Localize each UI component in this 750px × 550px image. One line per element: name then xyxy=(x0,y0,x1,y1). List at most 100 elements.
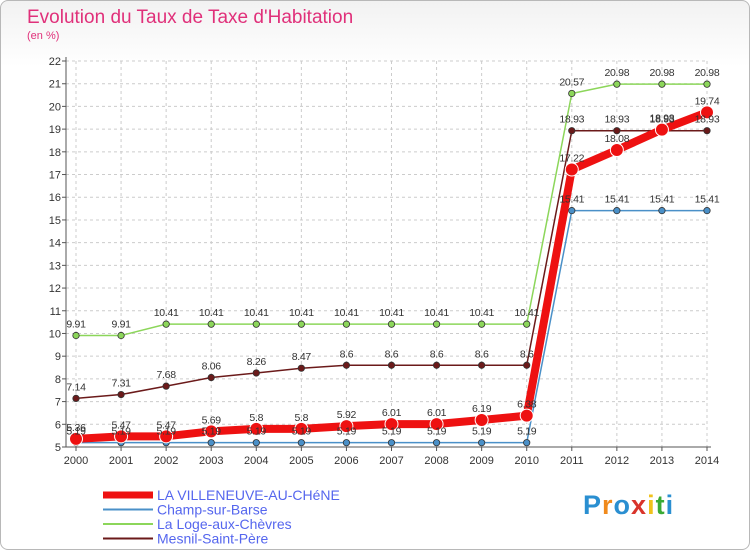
data-label: 8.06 xyxy=(202,361,222,373)
y-tick-label: 10 xyxy=(49,328,61,340)
data-label: 5.19 xyxy=(66,426,86,438)
y-tick-label: 14 xyxy=(49,238,61,250)
series-1 xyxy=(72,127,711,403)
data-label: 20.57 xyxy=(559,76,584,88)
y-tick-label: 21 xyxy=(49,79,61,91)
y-tick-label: 16 xyxy=(49,192,61,204)
data-label: 8.6 xyxy=(340,348,354,360)
y-tick-label: 8 xyxy=(55,374,61,386)
logo-letter: i xyxy=(647,490,656,520)
data-point xyxy=(207,439,215,447)
logo-letter: o xyxy=(613,490,632,520)
data-label: 8.6 xyxy=(385,348,399,360)
y-tick-label: 19 xyxy=(49,124,61,136)
y-tick-label: 22 xyxy=(49,56,61,68)
series-2 xyxy=(72,207,711,447)
data-label: 18.98 xyxy=(650,113,675,125)
data-label: 5.19 xyxy=(292,426,312,438)
data-label: 9.91 xyxy=(111,319,131,331)
x-tick-label: 2014 xyxy=(695,455,719,467)
plot-area xyxy=(66,61,707,447)
data-point xyxy=(387,320,396,328)
unit-label: (en %) xyxy=(27,30,60,42)
data-point xyxy=(207,373,215,382)
y-tick-label: 17 xyxy=(49,170,61,182)
series-0 xyxy=(72,80,711,340)
y-tick-label: 11 xyxy=(50,306,61,318)
data-label: 8.6 xyxy=(475,348,489,360)
data-point xyxy=(613,127,621,135)
data-point xyxy=(703,80,711,88)
data-point xyxy=(297,439,305,447)
data-label: 10.41 xyxy=(244,307,269,319)
data-label: 5.19 xyxy=(517,426,537,438)
data-label: 6.38 xyxy=(517,399,537,411)
data-point xyxy=(523,320,531,328)
data-label: 18.93 xyxy=(695,114,720,126)
x-tick-label: 2004 xyxy=(244,455,268,467)
data-point xyxy=(613,207,621,215)
data-label: 5.47 xyxy=(157,419,177,431)
data-point xyxy=(523,439,531,447)
data-label: 5.92 xyxy=(337,409,357,421)
data-point xyxy=(204,424,219,439)
y-tick-label: 20 xyxy=(49,101,61,113)
data-label: 5.19 xyxy=(202,426,222,438)
x-tick-label: 2009 xyxy=(469,455,493,467)
legend-label: Champ-sur-Barse xyxy=(157,502,268,518)
data-point xyxy=(252,320,260,328)
y-tick-label: 18 xyxy=(49,147,61,159)
data-label: 9.91 xyxy=(66,319,86,331)
x-tick-label: 2010 xyxy=(514,455,538,467)
data-point xyxy=(613,80,621,88)
data-label: 5.69 xyxy=(202,414,222,426)
data-label: 15.41 xyxy=(650,194,675,206)
x-tick-label: 2013 xyxy=(650,455,674,467)
y-tick-label: 13 xyxy=(49,260,61,272)
data-label: 6.01 xyxy=(427,407,447,419)
legend-label: La Loge-aux-Chèvres xyxy=(157,516,292,532)
data-label: 5.8 xyxy=(249,412,263,424)
data-point xyxy=(654,122,669,137)
data-label: 18.08 xyxy=(604,133,629,145)
data-point xyxy=(703,127,711,135)
data-point xyxy=(342,439,351,447)
data-label: 5.19 xyxy=(111,426,131,438)
data-point xyxy=(249,421,264,436)
data-label: 15.41 xyxy=(559,194,584,206)
data-point xyxy=(387,439,396,447)
data-label: 5.19 xyxy=(157,426,177,438)
x-tick-label: 2012 xyxy=(605,455,629,467)
chart-title: Evolution du Taux de Taxe d'Habitation xyxy=(27,7,354,28)
data-point xyxy=(658,207,666,215)
data-point xyxy=(432,320,441,328)
data-point xyxy=(568,89,576,98)
data-point xyxy=(114,429,129,444)
data-label: 5.36 xyxy=(66,422,86,434)
data-label: 10.41 xyxy=(379,307,404,319)
data-label: 10.41 xyxy=(514,307,539,319)
data-point xyxy=(474,412,489,427)
data-point xyxy=(162,382,170,390)
data-label: 10.41 xyxy=(469,307,494,319)
data-point xyxy=(432,439,441,447)
data-label: 8.47 xyxy=(292,351,312,363)
data-label: 7.68 xyxy=(157,369,177,381)
data-point xyxy=(69,431,83,446)
x-tick-label: 2001 xyxy=(109,455,133,467)
data-point xyxy=(342,320,351,328)
data-label: 19.74 xyxy=(695,95,720,107)
y-tick-label: 12 xyxy=(49,283,61,295)
data-label: 18.93 xyxy=(559,114,584,126)
data-point xyxy=(568,127,576,135)
data-point xyxy=(252,439,260,447)
logo-letter: t xyxy=(655,490,666,520)
data-label: 5.19 xyxy=(247,426,267,438)
data-point xyxy=(294,421,309,436)
data-label: 10.41 xyxy=(289,307,314,319)
data-label: 5.19 xyxy=(472,426,492,438)
data-label: 5.19 xyxy=(337,426,357,438)
data-point xyxy=(117,331,125,340)
data-label: 20.98 xyxy=(650,67,675,79)
